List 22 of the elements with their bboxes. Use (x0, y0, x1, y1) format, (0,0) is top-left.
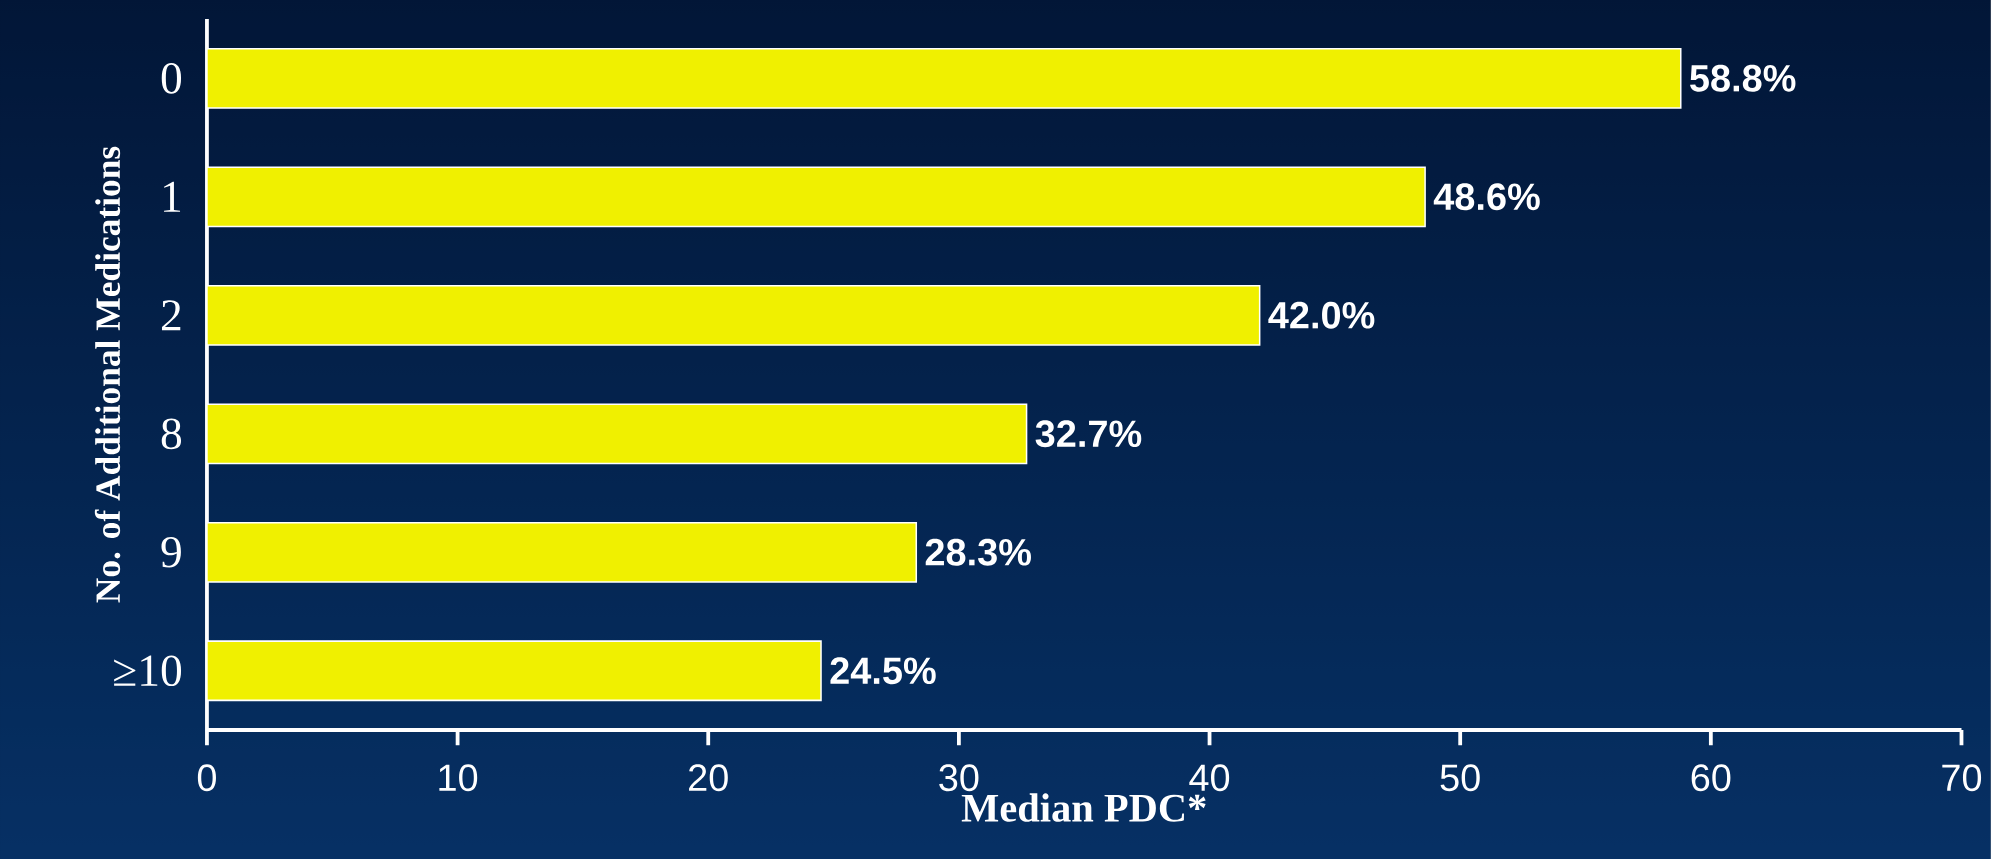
data-label: 42.0% (1268, 301, 1375, 329)
y-tick-label: 9 (161, 536, 181, 568)
x-tick-label: 30 (939, 764, 979, 791)
x-tick-label: 20 (689, 764, 728, 791)
y-axis-title: No. of Additional Medications (94, 146, 121, 603)
y-tick-label: 2 (161, 299, 181, 331)
x-tick-label: 10 (439, 764, 478, 791)
y-tick-label: 1 (164, 181, 181, 212)
x-tick-label: 70 (1942, 764, 1982, 791)
data-label: 24.5% (830, 657, 936, 684)
data-label: 58.8% (1690, 64, 1796, 92)
y-tick-label: 0 (161, 62, 182, 94)
y-tick-label: ≥10 (114, 655, 182, 686)
data-label: 32.7% (1035, 420, 1142, 448)
x-tick-label: 40 (1189, 764, 1230, 791)
x-tick-label: 0 (197, 764, 216, 791)
x-axis-title: Median PDC* (961, 793, 1206, 822)
data-label: 48.6% (1433, 183, 1540, 210)
x-tick-label: 50 (1440, 764, 1480, 791)
data-label: 28.3% (925, 538, 1031, 566)
y-tick-label: 8 (161, 418, 182, 449)
x-tick-label: 60 (1691, 764, 1731, 791)
